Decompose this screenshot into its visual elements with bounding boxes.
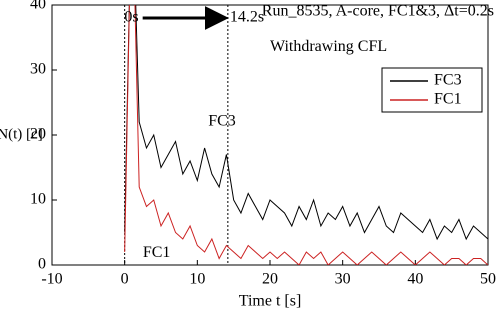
legend-label: FC3 (434, 72, 462, 89)
x-tick-label: 20 (262, 271, 278, 288)
x-tick-label: 0 (121, 271, 129, 288)
y-tick-label: 0 (38, 256, 46, 273)
y-tick-label: 30 (30, 61, 46, 78)
y-axis-label: N(t) [c] (0, 126, 43, 142)
annotation: 14.2s (230, 9, 264, 26)
y-tick-label: 40 (30, 0, 46, 13)
x-tick-label: 30 (335, 271, 351, 288)
line (124, 5, 488, 265)
annotation: 0s (124, 9, 138, 26)
x-tick-label: 50 (480, 271, 496, 288)
legend-label: FC1 (434, 91, 462, 108)
x-tick-label: -10 (41, 271, 62, 288)
legend-box (381, 67, 483, 113)
annotation: FC3 (208, 113, 236, 130)
annotation: Withdrawing CFL (270, 38, 387, 55)
line (124, 5, 488, 241)
x-tick-label: 10 (189, 271, 205, 288)
y-tick-label: 10 (30, 191, 46, 208)
chart-title: Run_8535, A-core, FC1&3, Δt=0.2s (262, 3, 494, 20)
y-tick-label: 20 (30, 126, 46, 143)
annotation: FC1 (143, 244, 171, 261)
plot-area (124, 5, 488, 265)
x-tick-label: 40 (407, 271, 423, 288)
x-axis-label: Time t [s] (239, 293, 302, 310)
